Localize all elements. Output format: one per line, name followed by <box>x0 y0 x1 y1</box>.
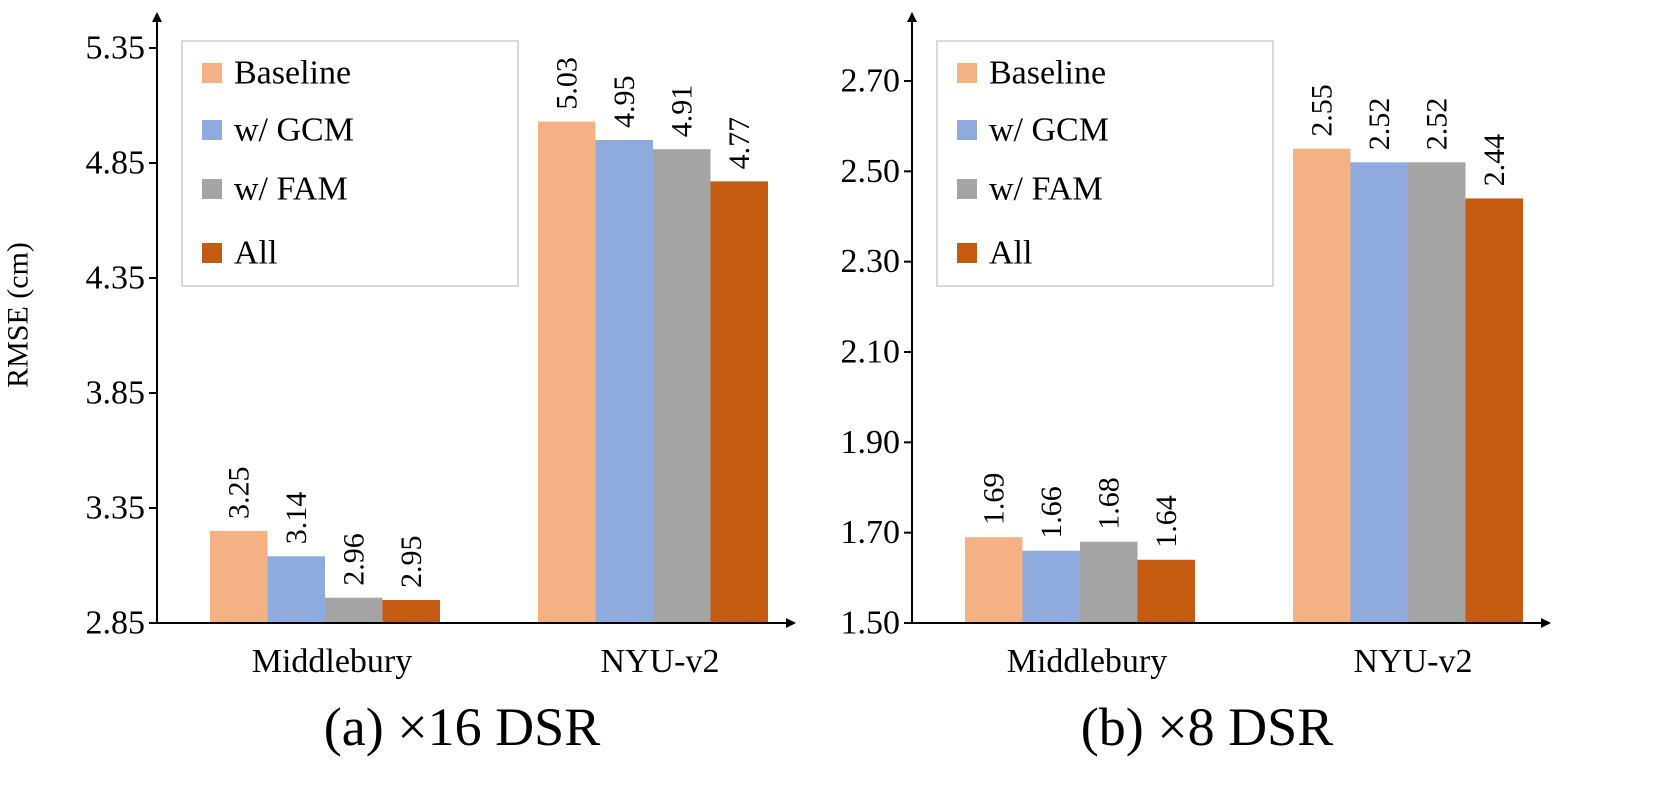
y-tick-label: 3.85 <box>86 375 146 412</box>
data-label: 2.52 <box>1420 98 1453 151</box>
chart-x8-dsr: 1.69 2.55 1.66 2.52 1.68 2.52 1.64 2.44 1.50 1.70… <box>841 12 1551 757</box>
y-tick-label: 1.90 <box>841 424 901 461</box>
bar-nyu-v2-all <box>710 181 768 623</box>
bar-nyu-v2-w-gcm <box>595 140 653 623</box>
data-label: 5.03 <box>550 57 583 110</box>
legend-swatch <box>202 179 222 199</box>
y-tick-label: 5.35 <box>86 30 146 67</box>
y-tick-label: 4.35 <box>86 260 146 297</box>
y-tick-label: 2.85 <box>86 605 146 642</box>
legend-swatch <box>957 179 977 199</box>
bar-middlebury-w-fam <box>325 597 383 623</box>
legend-label: Baseline <box>989 55 1106 92</box>
bar-nyu-v2-w-gcm <box>1350 162 1408 624</box>
legend-swatch <box>957 243 977 263</box>
legend-label: All <box>234 235 277 272</box>
x-category-label: NYU-v2 <box>601 643 720 680</box>
bar-middlebury-baseline <box>210 531 268 623</box>
bar-middlebury-w-gcm <box>267 556 325 623</box>
data-label: 2.52 <box>1363 98 1396 151</box>
data-label: 2.95 <box>395 536 428 589</box>
data-label: 4.95 <box>608 76 641 129</box>
y-tick-label: 2.70 <box>841 63 901 100</box>
legend-label: w/ FAM <box>234 171 348 208</box>
legend-label: w/ FAM <box>989 171 1103 208</box>
y-tick-label: 4.85 <box>86 145 146 182</box>
bar-nyu-v2-baseline <box>538 121 596 623</box>
y-tick-label: 2.10 <box>841 334 901 371</box>
y-tick-label: 2.30 <box>841 243 901 280</box>
bar-middlebury-all <box>1137 559 1195 623</box>
legend-swatch <box>202 243 222 263</box>
legend-swatch <box>957 120 977 140</box>
bar-nyu-v2-all <box>1465 198 1523 623</box>
data-label: 1.64 <box>1150 495 1183 548</box>
data-label: 4.91 <box>665 85 698 138</box>
bar-middlebury-w-gcm <box>1022 550 1080 623</box>
y-tick-label: 1.50 <box>841 605 901 642</box>
x-category-label: Middlebury <box>1007 643 1168 680</box>
data-label: 2.44 <box>1478 134 1511 187</box>
bar-nyu-v2-w-fam <box>1408 162 1466 624</box>
legend-label: Baseline <box>234 55 351 92</box>
bar-nyu-v2-baseline <box>1293 148 1351 623</box>
legend: Baseline w/ GCM w/ FAM All <box>936 40 1274 287</box>
chart-caption: (a) ×16 DSR <box>324 697 600 757</box>
chart-caption: (b) ×8 DSR <box>1081 697 1333 757</box>
data-label: 1.69 <box>977 473 1010 526</box>
legend-label: w/ GCM <box>234 112 354 149</box>
legend-box <box>936 40 1274 287</box>
y-axis-title: RMSE (cm) <box>2 242 35 388</box>
y-tick-label: 2.50 <box>841 153 901 190</box>
legend-label: w/ GCM <box>989 112 1109 149</box>
legend-swatch <box>202 120 222 140</box>
data-label: 2.96 <box>337 533 370 586</box>
data-label: 1.66 <box>1035 486 1068 539</box>
bar-middlebury-baseline <box>965 537 1023 623</box>
data-label: 4.77 <box>723 117 756 170</box>
data-label: 2.55 <box>1305 84 1338 137</box>
data-label: 3.25 <box>222 467 255 520</box>
x-category-label: NYU-v2 <box>1354 643 1473 680</box>
data-label: 3.14 <box>280 492 313 545</box>
legend-swatch <box>957 63 977 83</box>
bar-middlebury-w-fam <box>1080 541 1138 623</box>
legend: Baseline w/ GCM w/ FAM All <box>181 40 519 287</box>
bar-middlebury-all <box>382 600 440 623</box>
y-tick-label: 3.35 <box>86 490 146 527</box>
legend-label: All <box>989 235 1032 272</box>
data-label: 1.68 <box>1092 477 1125 530</box>
chart-x16-dsr: 3.25 5.03 3.14 4.95 2.96 4.91 2.95 4.77 2.85 3.35… <box>2 12 796 757</box>
x-category-label: Middlebury <box>252 643 413 680</box>
bar-nyu-v2-w-fam <box>653 149 711 623</box>
legend-box <box>181 40 519 287</box>
legend-swatch <box>202 63 222 83</box>
y-tick-label: 1.70 <box>841 514 901 551</box>
